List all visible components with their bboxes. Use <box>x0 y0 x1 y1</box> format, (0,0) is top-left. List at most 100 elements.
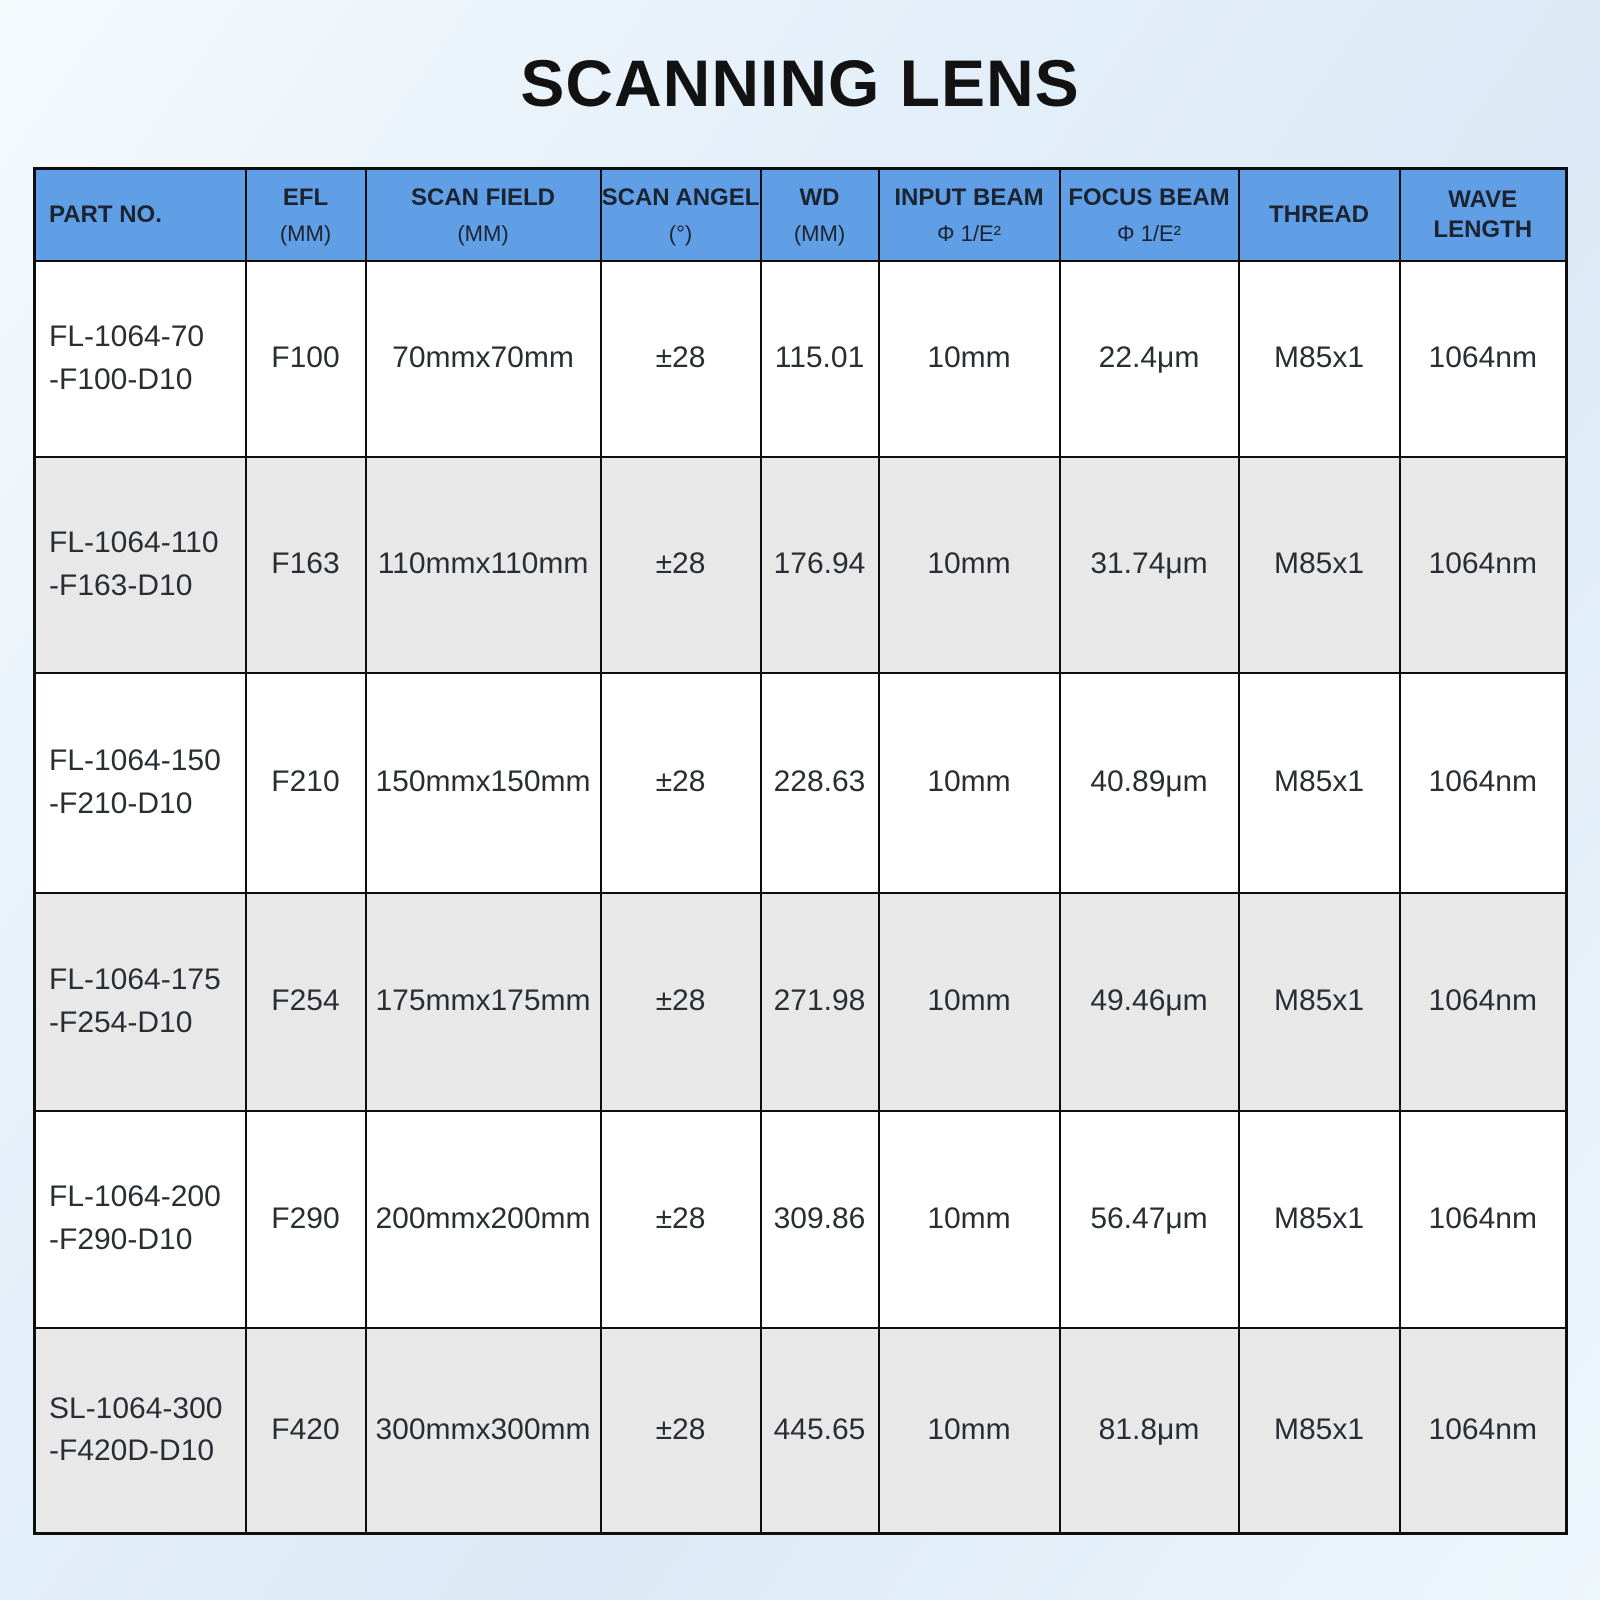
part-no-line2: -F163-D10 <box>49 568 193 602</box>
cell-focus-beam: 49.46μm <box>1058 891 1240 1112</box>
cell-wave-length: 1064nm <box>1398 455 1568 674</box>
cell-thread: M85x1 <box>1237 1326 1401 1535</box>
part-no-line2: -F290-D10 <box>49 1223 193 1256</box>
header-sublabel: (MM) <box>457 220 509 246</box>
cell-part-no: FL-1064-70 -F100-D10 <box>33 259 247 458</box>
part-no-line1: SL-1064-300 <box>49 1391 223 1425</box>
cell-scan-angle: ±28 <box>599 455 762 674</box>
header-cell-input-beam: INPUT BEAM Φ 1/E² <box>877 167 1061 262</box>
cell-scan-field: 70mmx70mm <box>364 259 602 458</box>
cell-efl: F163 <box>244 455 367 674</box>
header-cell-wd: WD (MM) <box>759 167 880 262</box>
cell-focus-beam: 56.47μm <box>1058 1109 1240 1329</box>
table-row: FL-1064-175 -F254-D10 F254 175mmx175mm ±2… <box>33 891 1568 1112</box>
header-cell-thread: THREAD <box>1237 167 1401 262</box>
cell-thread: M85x1 <box>1237 1109 1401 1329</box>
cell-part-no: FL-1064-150 -F210-D10 <box>33 671 247 894</box>
cell-focus-beam: 40.89μm <box>1058 671 1240 894</box>
table-body: FL-1064-70 -F100-D10 F100 70mmx70mm ±28 1… <box>33 259 1568 1535</box>
header-label: EFL <box>282 183 329 211</box>
table-row: FL-1064-150 -F210-D10 F210 150mmx150mm ±2… <box>33 671 1568 894</box>
header-row: PART NO. EFL (MM) SCAN FIELD (MM) SCAN ANG… <box>33 167 1568 262</box>
cell-focus-beam: 31.74μm <box>1058 455 1240 674</box>
cell-focus-beam: 81.8μm <box>1058 1326 1240 1535</box>
cell-thread: M85x1 <box>1237 259 1401 458</box>
part-no-line1: FL-1064-175 <box>49 962 221 996</box>
part-no-line1: FL-1064-200 <box>49 1180 221 1214</box>
cell-wave-length: 1064nm <box>1398 1109 1568 1329</box>
cell-thread: M85x1 <box>1237 455 1401 674</box>
cell-scan-angle: ±28 <box>599 671 762 894</box>
table-row: FL-1064-110 -F163-D10 F163 110mmx110mm ±2… <box>33 455 1568 674</box>
cell-input-beam: 10mm <box>877 891 1061 1112</box>
cell-scan-field: 300mmx300mm <box>364 1326 602 1535</box>
cell-wd: 445.65 <box>759 1326 880 1535</box>
cell-input-beam: 10mm <box>877 671 1061 894</box>
cell-efl: F420 <box>244 1326 367 1535</box>
header-cell-part-no: PART NO. <box>33 167 247 262</box>
header-label: PART NO. <box>49 200 162 228</box>
header-label: SCAN ANGEL <box>601 183 760 211</box>
part-no-line1: FL-1064-70 <box>49 319 205 353</box>
cell-input-beam: 10mm <box>877 259 1061 458</box>
cell-wd: 115.01 <box>759 259 880 458</box>
header-label: SCAN FIELD <box>411 183 555 211</box>
cell-wave-length: 1064nm <box>1398 1326 1568 1535</box>
part-no-line1: FL-1064-110 <box>49 525 219 559</box>
table-header: PART NO. EFL (MM) SCAN FIELD (MM) SCAN ANG… <box>33 167 1568 262</box>
header-cell-scan-angle: SCAN ANGEL (°) <box>599 167 762 262</box>
header-cell-efl: EFL (MM) <box>244 167 367 262</box>
table-row: FL-1064-200 -F290-D10 F290 200mmx200mm ±2… <box>33 1109 1568 1329</box>
header-sublabel: Φ 1/E² <box>1116 220 1181 246</box>
cell-scan-field: 175mmx175mm <box>364 891 602 1112</box>
scanning-lens-spec-table: PART NO. EFL (MM) SCAN FIELD (MM) SCAN ANG… <box>33 167 1568 1535</box>
header-label: WAVE LENGTH <box>1433 185 1533 243</box>
header-label: INPUT BEAM <box>894 183 1044 211</box>
part-no-line2: -F420D-D10 <box>49 1434 215 1468</box>
cell-efl: F290 <box>244 1109 367 1329</box>
cell-part-no: FL-1064-110 -F163-D10 <box>33 455 247 674</box>
cell-wave-length: 1064nm <box>1398 259 1568 458</box>
cell-part-no: FL-1064-175 -F254-D10 <box>33 891 247 1112</box>
cell-wd: 271.98 <box>759 891 880 1112</box>
cell-wd: 176.94 <box>759 455 880 674</box>
header-sublabel: (MM) <box>279 220 332 246</box>
cell-scan-angle: ±28 <box>599 1326 762 1535</box>
part-no-line2: -F100-D10 <box>49 362 193 396</box>
header-sublabel: Φ 1/E² <box>936 220 1001 246</box>
header-cell-focus-beam: FOCUS BEAM Φ 1/E² <box>1058 167 1240 262</box>
header-sublabel: (°) <box>668 220 693 246</box>
cell-efl: F100 <box>244 259 367 458</box>
cell-input-beam: 10mm <box>877 455 1061 674</box>
cell-thread: M85x1 <box>1237 671 1401 894</box>
cell-scan-angle: ±28 <box>599 259 762 458</box>
header-label: THREAD <box>1269 200 1369 228</box>
part-no-line2: -F254-D10 <box>49 1005 193 1039</box>
cell-wd: 228.63 <box>759 671 880 894</box>
cell-input-beam: 10mm <box>877 1326 1061 1535</box>
cell-wave-length: 1064nm <box>1398 671 1568 894</box>
header-cell-wave-length: WAVE LENGTH <box>1398 167 1568 262</box>
cell-scan-angle: ±28 <box>599 1109 762 1329</box>
page-title: SCANNING LENS <box>520 46 1080 120</box>
cell-scan-field: 110mmx110mm <box>364 455 602 674</box>
cell-focus-beam: 22.4μm <box>1058 259 1240 458</box>
part-no-line1: FL-1064-150 <box>49 743 221 777</box>
cell-part-no: FL-1064-200 -F290-D10 <box>33 1109 247 1329</box>
part-no-line2: -F210-D10 <box>49 786 193 820</box>
cell-wave-length: 1064nm <box>1398 891 1568 1112</box>
cell-wd: 309.86 <box>759 1109 880 1329</box>
header-cell-scan-field: SCAN FIELD (MM) <box>364 167 602 262</box>
cell-scan-field: 200mmx200mm <box>364 1109 602 1329</box>
table-row: FL-1064-70 -F100-D10 F100 70mmx70mm ±28 1… <box>33 259 1568 458</box>
cell-input-beam: 10mm <box>877 1109 1061 1329</box>
cell-part-no: SL-1064-300 -F420D-D10 <box>33 1326 247 1535</box>
cell-scan-field: 150mmx150mm <box>364 671 602 894</box>
cell-scan-angle: ±28 <box>599 891 762 1112</box>
header-label: FOCUS BEAM <box>1068 183 1230 211</box>
header-label: WD <box>799 183 840 211</box>
cell-thread: M85x1 <box>1237 891 1401 1112</box>
cell-efl: F254 <box>244 891 367 1112</box>
cell-efl: F210 <box>244 671 367 894</box>
table-row: SL-1064-300 -F420D-D10 F420 300mmx300mm ±… <box>33 1326 1568 1535</box>
